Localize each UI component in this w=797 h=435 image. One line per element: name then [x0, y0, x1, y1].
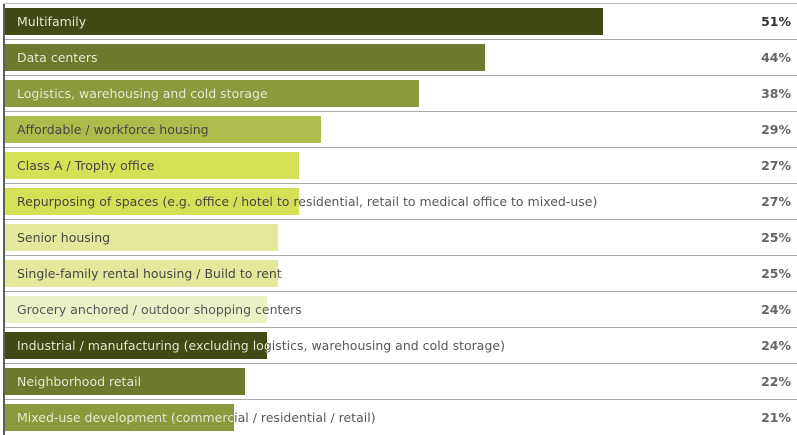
category-label: Logistics, warehousing and cold storage	[17, 80, 268, 107]
category-label: Senior housing	[17, 224, 110, 251]
bar-row: Logistics, warehousing and cold storage 3…	[5, 76, 797, 112]
bar-row: Mixed-use development (commercial / resi…	[5, 400, 797, 435]
value-label: 27%	[761, 194, 791, 209]
bar-row: Repurposing of spaces (e.g. office / hot…	[5, 184, 797, 220]
value-label: 44%	[761, 50, 791, 65]
bar	[5, 296, 267, 323]
bar-row: Grocery anchored / outdoor shopping cent…	[5, 292, 797, 328]
value-label: 25%	[761, 230, 791, 245]
bar-row: Multifamily 51%	[5, 4, 797, 40]
bar	[5, 116, 321, 143]
bar	[5, 260, 278, 287]
category-label: Repurposing of spaces (e.g. office / hot…	[17, 188, 597, 215]
bar	[5, 404, 234, 431]
category-label: Single-family rental housing / Build to …	[17, 260, 282, 287]
bar	[5, 8, 603, 35]
bar-row: Senior housing 25%	[5, 220, 797, 256]
category-label: Multifamily	[17, 8, 86, 35]
bar-row: Class A / Trophy office 27%	[5, 148, 797, 184]
value-label: 25%	[761, 266, 791, 281]
category-label: Affordable / workforce housing	[17, 116, 209, 143]
bar	[5, 80, 419, 107]
bar-row: Industrial / manufacturing (excluding lo…	[5, 328, 797, 364]
bar	[5, 188, 299, 215]
bar	[5, 152, 299, 179]
category-label: Data centers	[17, 44, 98, 71]
top-border	[3, 3, 797, 4]
value-label: 22%	[761, 374, 791, 389]
category-label: Neighborhood retail	[17, 368, 141, 395]
bar-row: Single-family rental housing / Build to …	[5, 256, 797, 292]
category-label: Industrial / manufacturing (excluding lo…	[17, 332, 505, 359]
bar	[5, 224, 278, 251]
bar	[5, 368, 245, 395]
category-label: Grocery anchored / outdoor shopping cent…	[17, 296, 302, 323]
value-label: 24%	[761, 338, 791, 353]
category-label: Class A / Trophy office	[17, 152, 154, 179]
bar-row: Neighborhood retail 22%	[5, 364, 797, 400]
value-label: 21%	[761, 410, 791, 425]
category-label: Mixed-use development (commercial / resi…	[17, 404, 376, 431]
bar	[5, 332, 267, 359]
bar-row: Data centers 44%	[5, 40, 797, 76]
value-label: 29%	[761, 122, 791, 137]
value-label: 24%	[761, 302, 791, 317]
bar-row: Affordable / workforce housing 29%	[5, 112, 797, 148]
value-label: 38%	[761, 86, 791, 101]
value-label: 51%	[761, 14, 791, 29]
y-axis-line	[3, 4, 5, 435]
bar	[5, 44, 485, 71]
value-label: 27%	[761, 158, 791, 173]
